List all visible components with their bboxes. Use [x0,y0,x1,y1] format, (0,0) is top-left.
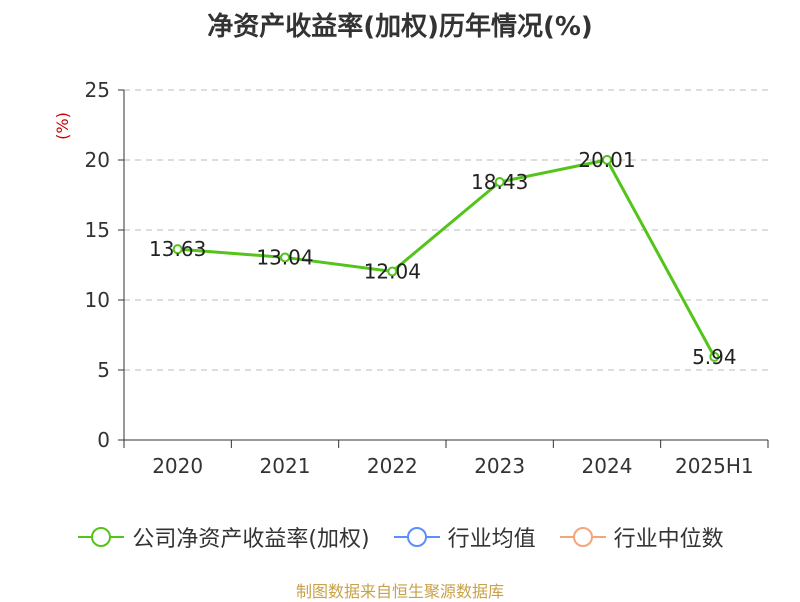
x-tick-label: 2022 [367,454,418,478]
data-point [387,266,398,277]
data-label: 5.94 [692,345,737,369]
y-tick-label: 10 [85,288,110,312]
data-label: 13.04 [256,245,313,269]
legend-line-circle-icon [559,527,606,547]
data-label: 12.04 [364,259,421,283]
y-axis-unit-label: (%) [53,112,72,140]
data-labels: 13.63 13.04 12.04 18.43 20.01 5.94 [149,148,737,369]
data-point [172,244,183,255]
y-tick-label: 20 [85,148,110,172]
y-tick-label: 0 [97,428,110,452]
data-label: 18.43 [471,170,528,194]
x-tick-label: 2024 [582,454,633,478]
legend: 公司净资产收益率(加权) 行业均值 行业中位数 [0,521,800,553]
x-tick-label: 2023 [474,454,525,478]
data-source-note: 制图数据来自恒生聚源数据库 [295,582,504,601]
legend-label-company: 公司净资产收益率(加权) [132,527,370,552]
y-tick-label: 25 [85,78,110,102]
data-label: 20.01 [578,148,635,172]
legend-item-industry-mean[interactable]: 行业均值 [392,521,536,553]
data-label: 13.63 [149,237,206,261]
chart-title: 净资产收益率(加权)历年情况(%) [207,12,593,42]
legend-item-industry-median[interactable]: 行业中位数 [558,521,724,553]
y-tick-label: 5 [97,358,110,382]
x-tick-label: 2020 [152,454,203,478]
legend-label-industry-median: 行业中位数 [613,527,724,552]
x-tick-label: 2021 [260,454,311,478]
y-tick-label: 15 [85,218,110,242]
data-point [494,176,505,187]
legend-line-circle-icon [393,527,440,547]
legend-label-industry-mean: 行业均值 [447,527,536,552]
data-point [280,252,290,263]
legend-item-company[interactable]: 公司净资产收益率(加权) [76,521,370,553]
data-point [602,154,612,165]
series-line [177,158,716,358]
data-point [709,351,720,362]
axes: 0 5 10 15 20 25 2020 2021 2022 2023 2024 2025H1 [85,78,769,478]
grid-lines [124,89,768,371]
series-layer [172,154,720,362]
legend-line-circle-icon [78,527,125,547]
x-tick-label: 2025H1 [675,454,754,478]
